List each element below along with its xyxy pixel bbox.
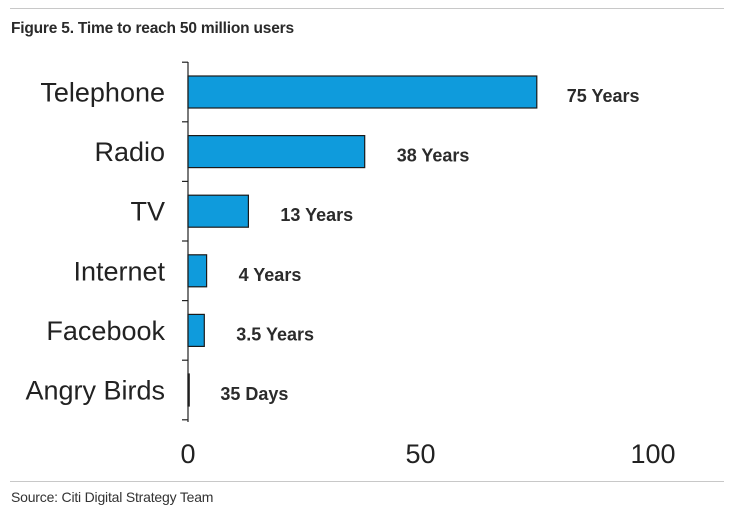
data-label-radio: 38 Years: [397, 146, 470, 166]
y-axis-ticks: [182, 61, 188, 421]
category-label-tv: TV: [130, 197, 165, 227]
bar-facebook: [187, 313, 205, 347]
category-label-facebook: Facebook: [46, 316, 165, 346]
data-label-internet: 4 Years: [239, 265, 302, 285]
category-label-telephone: Telephone: [40, 78, 165, 108]
x-tick-label-100: 100: [630, 439, 675, 469]
category-label-angry-birds: Angry Birds: [25, 376, 165, 406]
bar-telephone: [187, 75, 538, 109]
figure-title: Figure 5. Time to reach 50 million users: [11, 20, 294, 37]
bar-tv: [187, 194, 250, 228]
data-label-telephone: 75 Years: [567, 86, 640, 106]
data-label-angry-birds: 35 Days: [220, 384, 288, 404]
category-label-radio: Radio: [94, 137, 165, 167]
category-labels: Telephone Radio TV Internet Facebook Angry Bi…: [25, 78, 165, 406]
x-tick-label-50: 50: [405, 439, 435, 469]
x-tick-labels: 0 50 100: [180, 439, 675, 469]
bottom-divider: [10, 481, 724, 482]
data-label-facebook: 3.5 Years: [236, 324, 314, 344]
x-tick-label-0: 0: [180, 439, 195, 469]
top-divider: [10, 8, 724, 9]
category-label-internet: Internet: [73, 256, 165, 286]
data-labels: 75 Years 38 Years 13 Years 4 Years 3.5 Years…: [220, 86, 639, 404]
source-note: Source: Citi Digital Strategy Team: [11, 489, 214, 505]
bar-radio: [187, 135, 366, 169]
bar-internet: [187, 254, 208, 288]
bars-layer: [187, 75, 538, 407]
data-label-tv: 13 Years: [280, 205, 353, 225]
